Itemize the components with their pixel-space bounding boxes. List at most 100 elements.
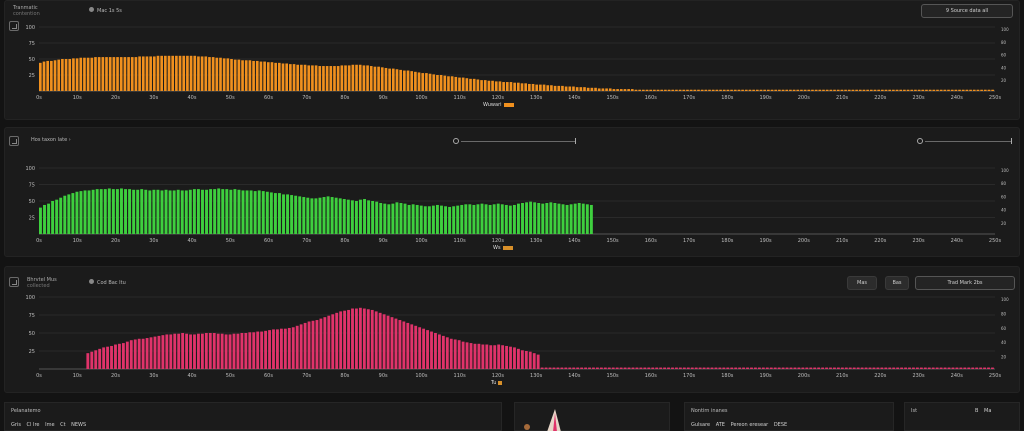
time-slider[interactable] — [453, 137, 576, 145]
bar — [722, 367, 726, 369]
bar — [103, 189, 107, 234]
bar — [388, 68, 391, 91]
bar — [291, 327, 295, 369]
bar — [675, 367, 678, 369]
bar — [869, 89, 873, 91]
range-control[interactable]: Mac 1s 5s — [89, 7, 122, 14]
bar — [678, 89, 682, 91]
bar — [373, 66, 377, 91]
bar — [394, 318, 398, 369]
bar — [106, 346, 109, 369]
bar — [797, 367, 801, 369]
expand-icon[interactable] — [9, 21, 19, 31]
bar — [483, 80, 487, 91]
widget-row-item: Gris — [11, 422, 21, 428]
bar — [599, 367, 603, 369]
bar — [671, 89, 675, 91]
bar — [536, 354, 540, 369]
bar — [630, 89, 634, 91]
bar — [473, 343, 477, 369]
expand-icon[interactable] — [9, 277, 19, 287]
bar — [165, 334, 169, 369]
bar — [138, 56, 141, 91]
bar — [152, 56, 156, 91]
range-control[interactable]: Cod Bac Itu — [89, 279, 126, 286]
bar — [252, 332, 256, 369]
bar — [959, 367, 963, 369]
panel-subtitle: collected — [27, 283, 50, 289]
bottom-widget-4: Ist B Ma — [904, 402, 1020, 431]
bar — [379, 202, 383, 234]
x-tick-label: 240s — [951, 238, 964, 244]
bar — [311, 320, 315, 369]
bar — [858, 89, 862, 91]
bar — [619, 89, 623, 91]
bar — [311, 65, 314, 91]
bar — [398, 320, 402, 369]
slider-knob[interactable] — [917, 138, 923, 144]
bar — [215, 57, 219, 91]
bar — [557, 85, 561, 91]
bar — [925, 89, 928, 91]
bar — [86, 57, 90, 91]
bar — [79, 191, 83, 234]
bar — [991, 367, 994, 369]
bar — [148, 190, 152, 234]
bar — [785, 367, 789, 369]
right-tick-label: 100 — [1001, 297, 1009, 302]
bar — [585, 204, 589, 234]
bar — [272, 329, 275, 369]
widget-row-item: Pereon eresear — [730, 422, 769, 428]
bar — [431, 205, 435, 234]
bar — [403, 203, 407, 234]
bar — [577, 202, 581, 234]
x-tick-label: 170s — [683, 373, 696, 379]
bar — [908, 367, 911, 369]
bar — [346, 199, 350, 234]
zoom-slider[interactable] — [917, 137, 1012, 145]
bar — [501, 345, 505, 369]
x-tick-label: 140s — [568, 238, 581, 244]
bar — [423, 206, 427, 234]
bar — [322, 197, 326, 234]
bar — [299, 324, 303, 369]
bar — [237, 189, 241, 234]
bar — [800, 89, 803, 91]
x-tick-label: 30s — [149, 373, 158, 379]
bar — [645, 89, 649, 91]
axis-title: Wuwari — [483, 102, 514, 108]
bar — [531, 83, 535, 91]
x-tick-label: 30s — [149, 238, 158, 244]
trad-button[interactable]: Trad Mark 2bs — [915, 276, 1015, 290]
bar — [477, 343, 481, 369]
bar — [573, 203, 577, 234]
bar — [281, 63, 285, 91]
bar — [302, 197, 306, 234]
bar — [212, 333, 216, 369]
bar — [278, 62, 281, 91]
bar — [266, 62, 270, 91]
bar — [752, 89, 755, 91]
bar — [623, 89, 627, 91]
bar — [307, 65, 311, 91]
status-dot — [524, 424, 530, 430]
bar — [86, 353, 90, 369]
bar — [899, 89, 903, 91]
bas-button[interactable]: Bas — [885, 276, 909, 290]
bar — [336, 66, 340, 91]
bar — [437, 334, 441, 369]
expand-icon[interactable] — [9, 136, 19, 146]
bar — [822, 89, 825, 91]
bar — [279, 328, 283, 369]
panel-header: Tranmatic contention Mac 1s 5s 9 Source … — [5, 1, 1019, 21]
x-tick-label: 190s — [759, 373, 772, 379]
bar — [921, 89, 925, 91]
mas-button[interactable]: Mas — [847, 276, 877, 290]
bar — [278, 193, 281, 234]
bar — [991, 89, 994, 91]
bar — [124, 189, 127, 234]
slider-knob[interactable] — [453, 138, 459, 144]
bar — [226, 58, 230, 91]
source-button[interactable]: 9 Source data all — [921, 4, 1013, 18]
